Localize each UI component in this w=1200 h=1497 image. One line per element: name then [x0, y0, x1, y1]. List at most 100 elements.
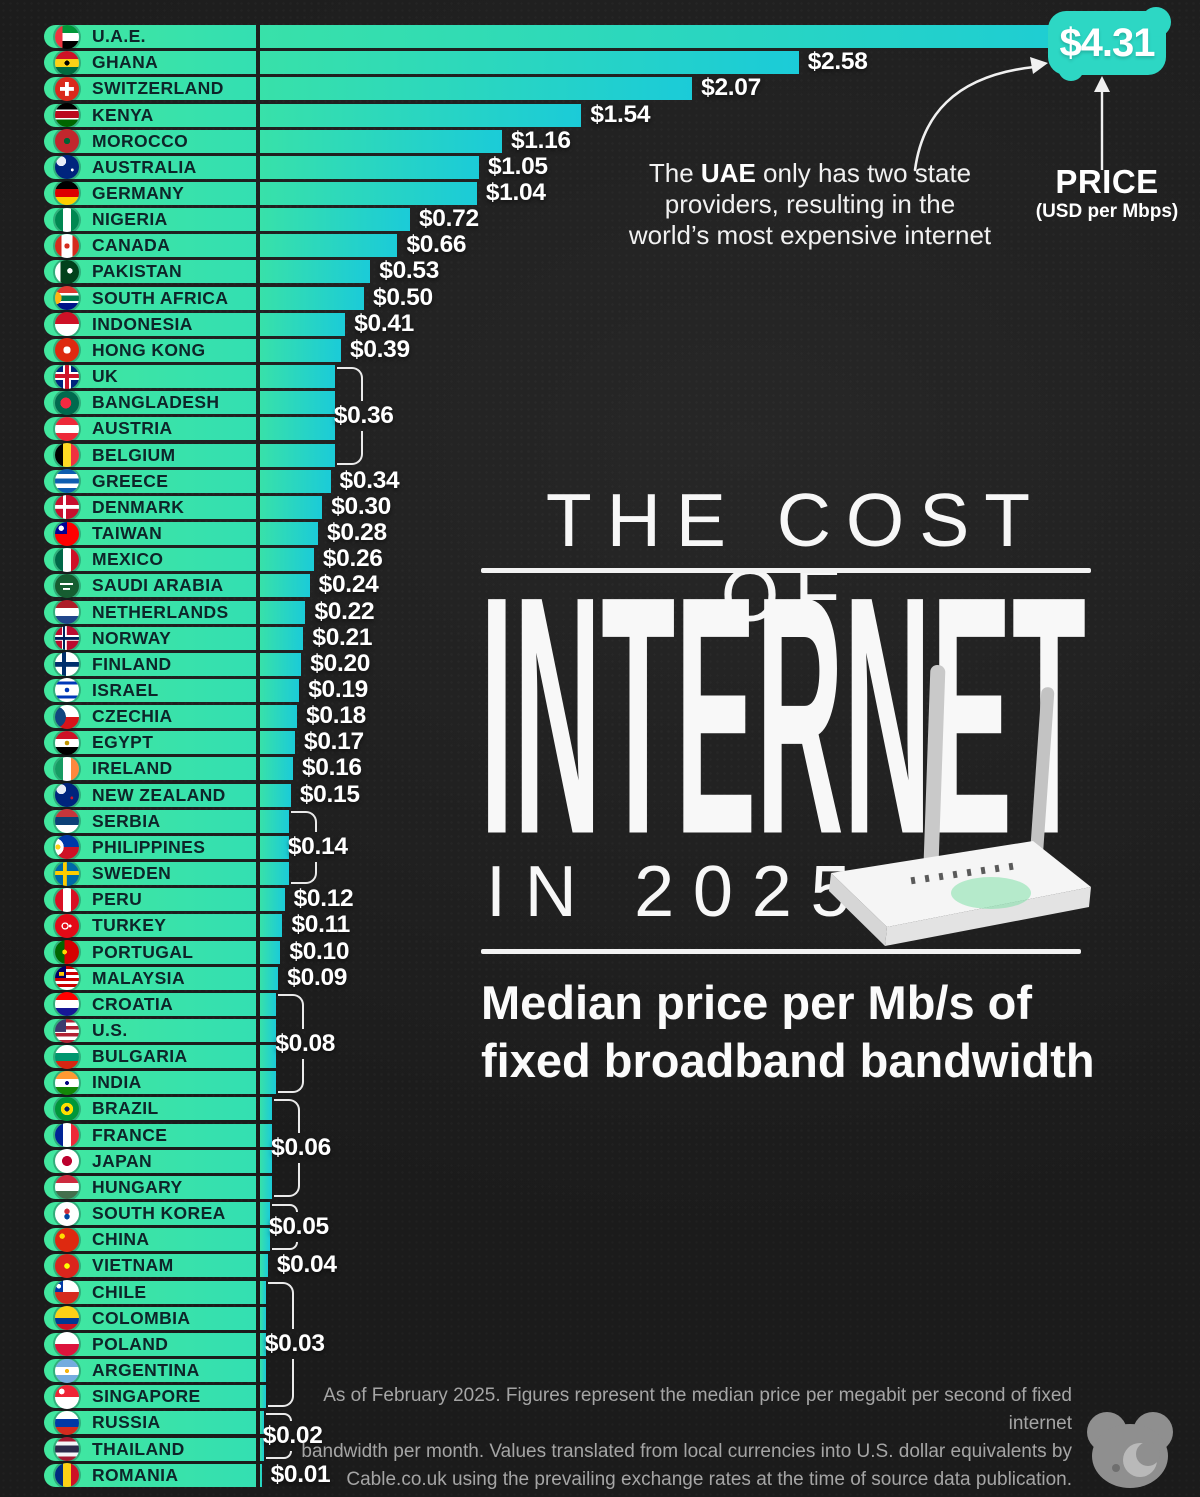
group-bracket	[336, 430, 363, 465]
country-label: JAPAN	[92, 1150, 153, 1171]
country-label: SOUTH KOREA	[92, 1203, 226, 1224]
country-label: ARGENTINA	[92, 1360, 200, 1380]
group-bracket	[290, 811, 317, 833]
country-pill: CANADA	[44, 233, 256, 258]
price-value-label: $1.05	[487, 152, 548, 180]
country-row: PORTUGAL $0.10	[44, 938, 350, 964]
price-bar	[259, 1019, 277, 1042]
country-pill: COLOMBIA	[44, 1306, 256, 1331]
flag-icon	[55, 207, 79, 232]
country-label: SWITZERLAND	[92, 78, 224, 99]
flag-icon	[55, 155, 79, 180]
flag-icon	[55, 704, 79, 729]
country-pill: CHILE	[44, 1280, 256, 1304]
country-row: KENYA $1.54	[44, 101, 650, 127]
country-row: PHILIPPINES	[44, 835, 289, 860]
price-bar	[259, 1280, 266, 1304]
country-row: U.A.E.	[44, 24, 1161, 49]
country-label: GERMANY	[92, 182, 185, 203]
country-pill: BULGARIA	[44, 1044, 256, 1069]
price-value-label: $0.30	[331, 492, 391, 520]
price-bar	[259, 1306, 266, 1330]
country-label: MALAYSIA	[92, 967, 185, 988]
group-bracket	[274, 1163, 301, 1198]
flag-icon	[55, 1201, 79, 1226]
subtitle-divider	[481, 949, 1081, 954]
country-label: MEXICO	[92, 549, 164, 570]
country-label: TAIWAN	[92, 523, 163, 543]
country-row: INDIA	[44, 1070, 277, 1095]
country-label: PHILIPPINES	[92, 836, 206, 857]
price-value-label: $2.07	[701, 74, 761, 102]
country-pill: NEW ZEALAND	[44, 783, 256, 808]
group-bracket	[274, 1098, 301, 1134]
uae-annotation-bold: UAE	[700, 158, 756, 188]
country-label: TURKEY	[92, 915, 167, 936]
country-label: KENYA	[92, 104, 154, 125]
country-row: SINGAPORE	[44, 1384, 266, 1409]
country-row: NORWAY $0.21	[44, 624, 372, 651]
country-pill: POLAND	[44, 1332, 256, 1357]
group-bracket	[267, 1282, 294, 1330]
price-bar	[259, 1359, 266, 1382]
country-label: SOUTH AFRICA	[92, 287, 229, 308]
country-row: THAILAND	[44, 1437, 264, 1461]
country-pill: MALAYSIA	[44, 966, 256, 991]
price-label: PRICE	[1055, 163, 1159, 200]
flag-icon	[55, 783, 79, 808]
flag-icon	[55, 1358, 79, 1383]
country-label: NIGERIA	[92, 209, 168, 230]
country-pill: GERMANY	[44, 181, 256, 206]
price-value-label: $0.41	[354, 309, 414, 337]
group-bracket	[271, 1241, 298, 1250]
country-label: PORTUGAL	[92, 941, 194, 962]
country-row: IRELAND $0.16	[44, 755, 362, 781]
footnote-line: Cable.co.uk using the prevailing exchang…	[346, 1469, 1072, 1490]
max-price-value: $4.31	[1059, 20, 1155, 65]
flag-icon	[55, 1253, 79, 1278]
country-row: MOROCCO $1.16	[44, 127, 571, 154]
price-value-label: $1.16	[510, 126, 571, 154]
price-bar	[259, 835, 289, 859]
price-value-label: $0.09	[287, 963, 348, 991]
country-row: HONG KONG $0.39	[44, 336, 410, 363]
country-row: CHINA	[44, 1227, 270, 1252]
country-label: CZECHIA	[92, 706, 173, 727]
price-value-label: $0.04	[276, 1251, 337, 1279]
curved-arrow-head	[1030, 57, 1048, 74]
country-label: NORWAY	[92, 627, 172, 648]
price-value-label: $0.21	[312, 623, 373, 651]
price-value-label: $0.24	[318, 571, 379, 599]
flag-icon	[55, 730, 79, 755]
flag-icon	[55, 1280, 79, 1304]
country-pill: AUSTRALIA	[44, 155, 256, 180]
country-row: PAKISTAN $0.53	[44, 258, 439, 284]
price-bar	[259, 1332, 266, 1356]
country-pill: DENMARK	[44, 495, 256, 520]
country-label: NEW ZEALAND	[92, 784, 226, 805]
price-bar	[259, 1254, 268, 1278]
group-price-label: $0.14	[287, 833, 348, 861]
country-row: SWEDEN	[44, 861, 289, 886]
price-value-label: $0.66	[406, 231, 467, 259]
country-row: SWITZERLAND $2.07	[44, 75, 761, 101]
country-pill: EGYPT	[44, 730, 256, 755]
price-bar	[259, 678, 300, 702]
country-pill: ISRAEL	[44, 678, 256, 703]
country-label: PERU	[92, 889, 143, 910]
country-pill: BANGLADESH	[44, 390, 256, 415]
country-row: UK	[44, 364, 335, 389]
price-bar	[259, 365, 335, 388]
country-label: AUSTRIA	[92, 418, 173, 439]
country-pill: SOUTH KOREA	[44, 1201, 256, 1226]
flag-icon	[55, 495, 79, 520]
country-label: HONG KONG	[92, 339, 206, 360]
country-pill: RUSSIA	[44, 1410, 256, 1435]
country-label: CROATIA	[92, 993, 174, 1014]
flag-icon	[55, 416, 79, 441]
price-value-label: $0.10	[289, 937, 350, 965]
country-pill: SWITZERLAND	[44, 76, 256, 101]
country-pill: THAILAND	[44, 1437, 256, 1461]
country-label: UK	[92, 366, 119, 386]
country-label: ROMANIA	[92, 1464, 179, 1485]
